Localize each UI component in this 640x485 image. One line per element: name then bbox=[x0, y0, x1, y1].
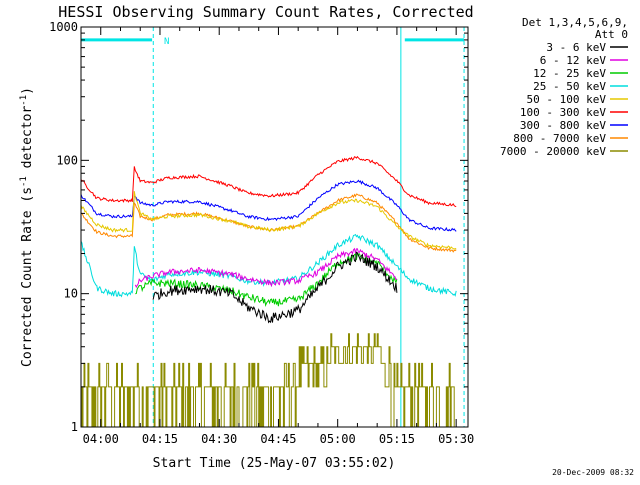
legend-header-line-2: Att 0 bbox=[595, 28, 628, 41]
annotation-label: N bbox=[164, 37, 169, 47]
legend-label: 7000 - 20000 keV bbox=[500, 145, 606, 158]
series-line bbox=[80, 155, 457, 208]
x-tick-label: 04:00 bbox=[83, 432, 119, 446]
plot-area: N bbox=[80, 27, 465, 428]
y-axis-label: Corrected Count Rate (s-1 detector-1) bbox=[19, 87, 35, 367]
x-tick-label: 04:45 bbox=[260, 432, 296, 446]
series-line bbox=[80, 191, 457, 251]
x-axis-label: Start Time (25-May-07 03:55:02) bbox=[153, 456, 396, 471]
timestamp-footer: 20-Dec-2009 08:32 bbox=[552, 468, 634, 477]
series-line bbox=[80, 233, 457, 298]
y-tick-label: 10 bbox=[64, 287, 78, 301]
x-tick-label: 04:30 bbox=[201, 432, 237, 446]
legend-label: 300 - 800 keV bbox=[520, 119, 606, 132]
legend-label: 12 - 25 keV bbox=[533, 67, 606, 80]
x-tick-label: 05:15 bbox=[379, 432, 415, 446]
legend-label: 6 - 12 keV bbox=[540, 54, 607, 67]
legend-label: 800 - 7000 keV bbox=[513, 132, 606, 145]
legend-label: 100 - 300 keV bbox=[520, 106, 606, 119]
y-axis-label-close: ) bbox=[20, 87, 35, 95]
chart-title: HESSI Observing Summary Count Rates, Cor… bbox=[58, 3, 473, 21]
series-line bbox=[80, 179, 457, 232]
y-axis: 1 10 100 1000 bbox=[49, 20, 468, 434]
y-axis-label-tail: detector bbox=[20, 106, 35, 177]
legend-label: 3 - 6 keV bbox=[546, 41, 606, 54]
x-tick-label: 04:15 bbox=[142, 432, 178, 446]
x-tick-label: 05:30 bbox=[438, 432, 474, 446]
legend-label: 25 - 50 keV bbox=[533, 80, 606, 93]
y-axis-label-exponent: -1 bbox=[19, 176, 29, 187]
y-axis-label-main: Corrected Count Rate (s bbox=[20, 187, 35, 367]
series-line bbox=[152, 251, 398, 324]
y-tick-label: 1000 bbox=[49, 20, 78, 34]
plot-frame bbox=[80, 26, 469, 428]
y-tick-label: 100 bbox=[56, 153, 78, 167]
x-tick-label: 05:00 bbox=[320, 432, 356, 446]
series-line bbox=[134, 247, 398, 289]
legend-header-line-1: Det 1,3,4,5,6,9, bbox=[522, 16, 628, 29]
x-axis: 04:00 04:15 04:30 04:45 05:00 05:15 05:30 bbox=[80, 27, 474, 446]
y-axis-label-tail-exponent: -1 bbox=[19, 95, 29, 106]
legend-label: 50 - 100 keV bbox=[527, 93, 607, 106]
y-tick-label: 1 bbox=[71, 420, 78, 434]
